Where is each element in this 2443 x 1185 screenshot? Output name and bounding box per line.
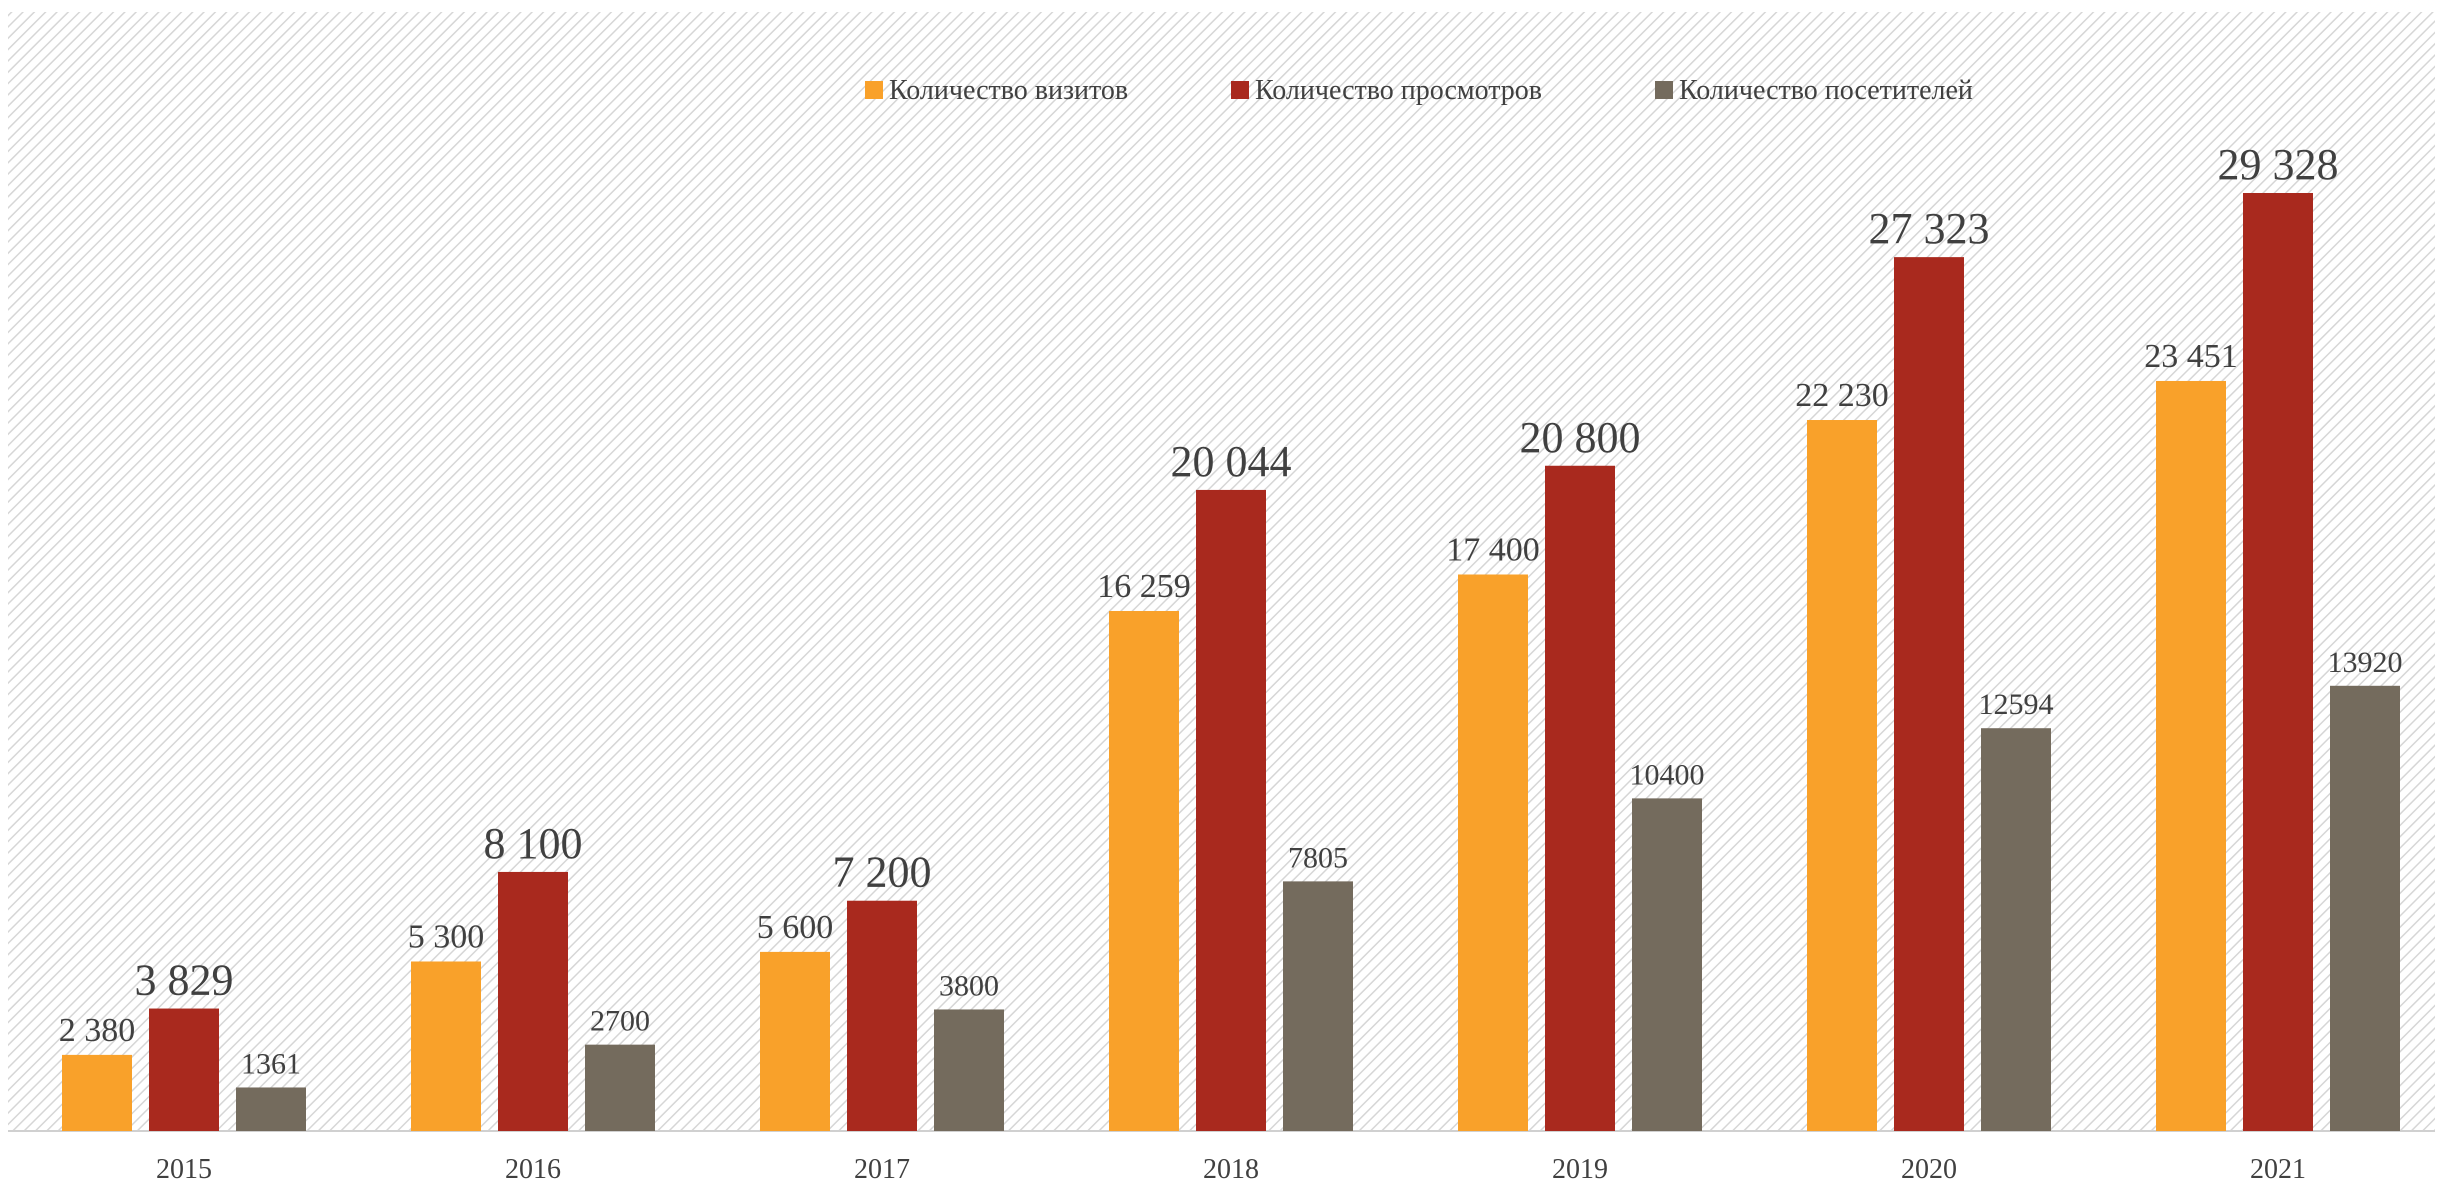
bar <box>1894 257 1964 1131</box>
data-label: 22 230 <box>1795 377 1889 414</box>
data-label: 29 328 <box>2218 140 2339 189</box>
legend-label: Количество визитов <box>889 75 1128 106</box>
bar <box>1981 728 2051 1131</box>
data-label: 7 200 <box>833 848 932 897</box>
bar <box>2330 685 2400 1131</box>
data-label: 23 451 <box>2144 338 2238 375</box>
data-label: 17 400 <box>1446 531 1540 568</box>
data-label: 3800 <box>939 969 999 1002</box>
data-label: 2 380 <box>59 1012 136 1049</box>
bar <box>1196 489 1266 1131</box>
data-label: 5 600 <box>757 909 834 946</box>
data-label: 7805 <box>1288 841 1348 874</box>
x-tick-label: 2021 <box>2250 1154 2306 1185</box>
data-label: 8 100 <box>484 819 583 868</box>
bar <box>585 1044 655 1131</box>
x-tick-label: 2015 <box>156 1154 212 1185</box>
data-label: 16 259 <box>1097 568 1191 605</box>
data-label: 13920 <box>2328 646 2403 679</box>
bar <box>934 1009 1004 1131</box>
bar <box>62 1054 132 1131</box>
bar <box>2156 380 2226 1131</box>
x-tick-label: 2020 <box>1901 1154 1957 1185</box>
x-tick-label: 2016 <box>505 1154 561 1185</box>
bar <box>149 1008 219 1131</box>
legend-swatch <box>1655 81 1673 99</box>
bar <box>1545 465 1615 1131</box>
data-label: 10400 <box>1630 758 1705 791</box>
bar <box>498 871 568 1131</box>
legend-swatch <box>865 81 883 99</box>
data-label: 5 300 <box>408 918 485 955</box>
legend-label: Количество посетителей <box>1679 75 1973 106</box>
bar <box>847 900 917 1131</box>
bar <box>1807 420 1877 1131</box>
legend-swatch <box>1231 81 1249 99</box>
bar <box>1458 574 1528 1131</box>
data-label: 1361 <box>241 1047 301 1080</box>
data-label: 2700 <box>590 1005 650 1038</box>
data-label: 12594 <box>1979 688 2054 721</box>
x-tick-label: 2019 <box>1552 1154 1608 1185</box>
bar <box>2243 193 2313 1131</box>
data-label: 20 800 <box>1520 413 1641 462</box>
bar <box>411 961 481 1131</box>
legend-label: Количество просмотров <box>1255 75 1542 106</box>
bar <box>1109 610 1179 1131</box>
bar <box>1283 881 1353 1131</box>
x-tick-label: 2018 <box>1203 1154 1259 1185</box>
bar <box>1632 798 1702 1131</box>
x-tick-label: 2017 <box>854 1154 910 1185</box>
data-label: 20 044 <box>1171 437 1292 486</box>
data-label: 3 829 <box>135 956 234 1005</box>
bar <box>236 1087 306 1131</box>
data-label: 27 323 <box>1869 204 1990 253</box>
bar <box>760 951 830 1131</box>
